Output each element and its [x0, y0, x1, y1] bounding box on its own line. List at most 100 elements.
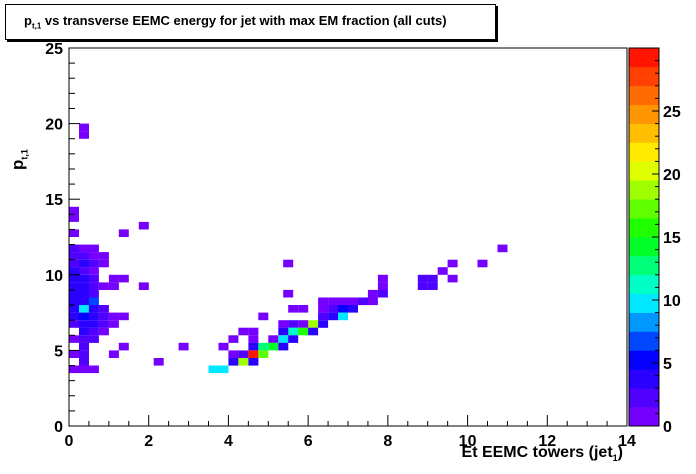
heatmap-cell — [278, 320, 289, 328]
palette-bin — [629, 48, 659, 68]
z-tick-label: 5 — [663, 356, 672, 373]
heatmap-cell — [118, 274, 129, 283]
heatmap-cell — [79, 358, 89, 366]
z-tick-label: 10 — [663, 293, 681, 310]
heatmap-cell — [79, 267, 89, 275]
heatmap-cell — [318, 312, 329, 321]
heatmap-cell — [98, 252, 109, 260]
heatmap-cell — [88, 267, 99, 275]
heatmap-cell — [178, 342, 189, 351]
heatmap-cell — [69, 320, 79, 328]
heatmap-cell — [79, 305, 89, 313]
heatmap-cell — [88, 312, 99, 321]
x-tick-label: 8 — [383, 433, 392, 450]
chart-title: pt,1 vs transverse EEMC energy for jet w… — [24, 13, 447, 31]
color-scale-palette — [628, 47, 660, 427]
z-tick-label: 0 — [663, 419, 672, 436]
heatmap-cell — [79, 289, 89, 298]
palette-bin — [629, 66, 659, 87]
heatmap-cell — [248, 342, 259, 351]
heatmap-cell — [377, 274, 388, 283]
y-tick-label: 5 — [54, 343, 63, 360]
heatmap-cell — [288, 305, 299, 313]
heatmap-cell — [238, 327, 249, 336]
heatmap-cell — [367, 297, 378, 306]
heatmap-cell — [79, 252, 89, 260]
heatmap-cell — [338, 297, 348, 306]
x-tick-label: 14 — [618, 433, 636, 450]
heatmap-cell — [88, 274, 99, 283]
heatmap-cell — [427, 274, 438, 283]
palette-bin — [629, 123, 659, 143]
palette-bin — [629, 199, 659, 219]
heatmap-cell — [283, 289, 294, 298]
heatmap-cell — [108, 320, 119, 328]
heatmap-cell — [69, 214, 79, 222]
heatmap-cell — [118, 312, 129, 321]
heatmap-cell — [308, 320, 319, 328]
heatmap-cell — [278, 342, 289, 351]
x-tick-label: 2 — [144, 433, 153, 450]
heatmap-cell — [69, 206, 79, 215]
heatmap-cell — [98, 282, 109, 290]
heatmap-cell — [69, 229, 79, 237]
heatmap-cell — [69, 312, 79, 321]
x-axis-ticks: 0 2 4 6 8 10 12 14 — [65, 415, 636, 450]
heatmap-cell — [98, 327, 109, 336]
heatmap-cell — [497, 244, 508, 253]
y-axis-label-wrap: pt,1 — [6, 112, 36, 172]
y-axis-ticks: 0 5 10 15 20 25 — [45, 41, 80, 436]
heatmap-cell — [248, 327, 259, 336]
heatmap-cell — [258, 342, 269, 351]
heatmap-cell — [69, 365, 79, 374]
heatmap-cell — [348, 305, 358, 313]
heatmap-cell — [248, 358, 259, 366]
y-tick-label: 0 — [54, 419, 63, 436]
heatmap-cell — [318, 297, 329, 306]
palette-bin — [629, 312, 659, 332]
heatmap-cell — [338, 312, 348, 321]
color-scale-ticks: 0 5 10 15 20 25 — [652, 47, 681, 436]
y-tick-label: 20 — [45, 117, 63, 134]
heatmap-cell — [447, 259, 458, 268]
heatmap-cell — [79, 350, 89, 358]
heatmap-cell — [228, 358, 239, 366]
heatmap-cell — [298, 327, 309, 336]
palette-bin — [629, 237, 659, 257]
heatmap-cell — [377, 289, 388, 298]
heatmap-cell — [367, 289, 378, 298]
palette-bin — [629, 218, 659, 238]
heatmap-cell — [298, 320, 309, 328]
heatmap-cell — [377, 282, 388, 290]
heatmap-cell — [348, 297, 358, 306]
heatmap-cell — [138, 221, 149, 230]
heatmap-cell — [447, 274, 458, 283]
heatmap-cell — [228, 335, 239, 343]
heatmap-cell — [79, 365, 89, 374]
heatmap-cell — [283, 259, 294, 268]
heatmap-cell — [69, 252, 79, 260]
heatmap-cell — [79, 342, 89, 351]
heatmap-cell — [98, 259, 109, 268]
heatmap-cell — [248, 350, 259, 358]
palette-bin — [629, 369, 659, 389]
heatmap-cell — [88, 252, 99, 260]
palette-bin — [629, 142, 659, 162]
heatmap-cell — [278, 335, 289, 343]
x-tick-label: 10 — [459, 433, 477, 450]
heatmap-cell — [108, 274, 119, 283]
heatmap-cell — [108, 312, 119, 321]
heatmap-cell — [298, 305, 309, 313]
chart-title-box: pt,1 vs transverse EEMC energy for jet w… — [5, 4, 496, 40]
heatmap-cell — [79, 297, 89, 306]
heatmap-cell — [288, 335, 299, 343]
palette-bin — [629, 350, 659, 370]
heatmap-cell — [258, 312, 269, 321]
x-axis-label: Et EEMC towers (jet1) — [461, 444, 623, 464]
heatmap-cell — [69, 289, 79, 298]
heatmap-cell — [228, 350, 239, 358]
palette-bin — [629, 274, 659, 294]
heatmap-cell — [318, 305, 329, 313]
heatmap-cell — [88, 365, 99, 374]
palette-bin — [629, 388, 659, 408]
